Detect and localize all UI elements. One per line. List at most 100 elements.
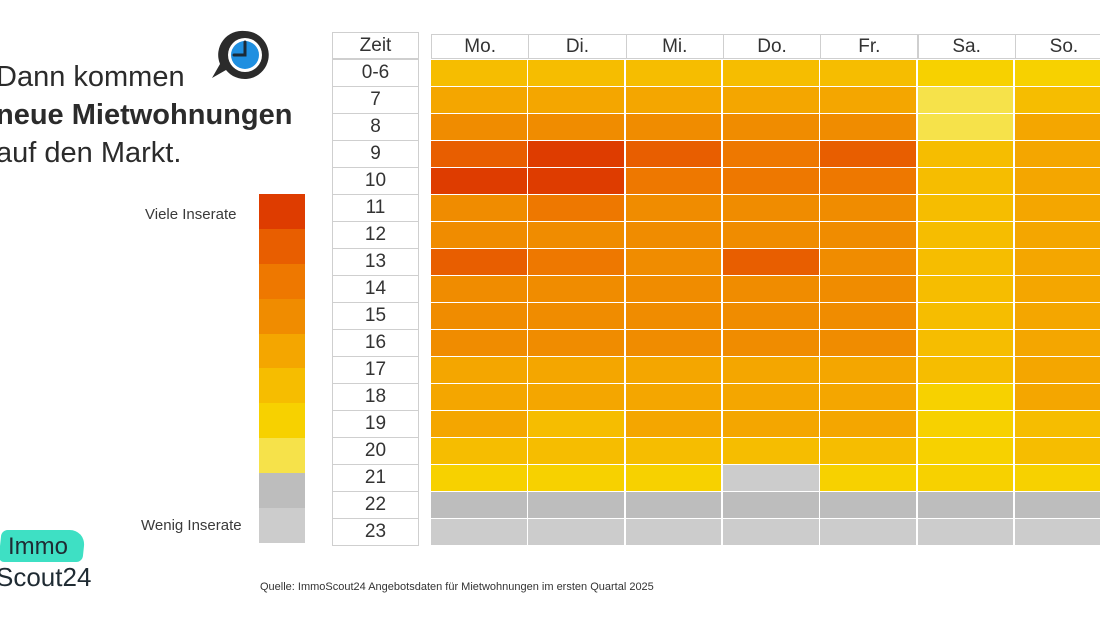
row-label: 20 (332, 437, 419, 465)
row-label: 19 (332, 410, 419, 438)
heatmap-cell (431, 465, 527, 491)
heatmap-cell (625, 519, 722, 545)
heatmap-cell (917, 114, 1014, 140)
heatmap-cell (528, 222, 625, 248)
headline-line-2: neue Mietwohnungen (0, 99, 293, 131)
heatmap-cell (625, 249, 722, 275)
heatmap-cell (431, 330, 527, 356)
row-label: 12 (332, 221, 419, 249)
heatmap-cell (722, 465, 819, 491)
heatmap-cell (528, 168, 625, 194)
heatmap-cell (1014, 141, 1100, 167)
heatmap-cell (528, 60, 625, 86)
heatmap-cell (625, 330, 722, 356)
row-label: 11 (332, 194, 419, 222)
heatmap-cell (820, 492, 916, 518)
row-header-label: Zeit (332, 32, 419, 59)
heatmap-cell (528, 141, 625, 167)
row-label: 22 (332, 491, 419, 519)
heatmap-cell (625, 438, 722, 464)
legend-swatch-level-3 (259, 438, 305, 474)
heatmap-cell (1014, 330, 1100, 356)
row-label: 8 (332, 113, 419, 141)
heatmap-cell (431, 141, 527, 167)
heatmap-cell (1014, 303, 1100, 329)
heatmap-cell (625, 465, 722, 491)
heatmap-cell (917, 411, 1014, 437)
heatmap-cell (722, 249, 819, 275)
legend-swatch-level-4 (259, 403, 305, 439)
row-label: 7 (332, 86, 419, 114)
heatmap-cell (917, 384, 1014, 410)
heatmap-cell (431, 303, 527, 329)
legend-swatch-level-10 (259, 194, 305, 229)
legend-top-label: Viele Inserate (145, 206, 237, 223)
heatmap-cell (917, 249, 1014, 275)
heatmap-cell (625, 276, 722, 302)
heatmap-cell (1014, 249, 1100, 275)
legend-swatch-level-7 (259, 298, 305, 334)
heatmap-cell (431, 357, 527, 383)
heatmap-cell (722, 411, 819, 437)
row-label: 23 (332, 518, 419, 546)
heatmap-cell (722, 519, 819, 545)
heatmap-cell (917, 222, 1014, 248)
row-label: 14 (332, 275, 419, 303)
heatmap-cell (625, 60, 722, 86)
heatmap-cell (820, 303, 916, 329)
legend-swatch-level-1 (259, 508, 305, 543)
heatmap-cell (625, 87, 722, 113)
heatmap-cell (722, 330, 819, 356)
heatmap-cell (1014, 438, 1100, 464)
column-header: Mo. (431, 34, 530, 59)
heatmap-cell (820, 87, 916, 113)
heatmap-cell (1014, 87, 1100, 113)
heatmap-cell (528, 465, 625, 491)
heatmap-cell (917, 87, 1014, 113)
column-header: Sa. (917, 34, 1016, 59)
heatmap-cell (820, 168, 916, 194)
heatmap-cell (722, 195, 819, 221)
heatmap-cell (528, 438, 625, 464)
heatmap-cell (820, 195, 916, 221)
heatmap-cell (431, 438, 527, 464)
heatmap-cell (431, 411, 527, 437)
column-header: Fr. (820, 34, 919, 59)
heatmap-cell (528, 114, 625, 140)
clock-speech-bubble-icon (212, 30, 269, 79)
row-label: 16 (332, 329, 419, 357)
heatmap-cell (528, 303, 625, 329)
heatmap-cell (917, 168, 1014, 194)
heatmap-cell (820, 249, 916, 275)
heatmap-cell (1014, 114, 1100, 140)
source-note: Quelle: ImmoScout24 Angebotsdaten für Mi… (260, 581, 654, 593)
heatmap-cell (1014, 60, 1100, 86)
heatmap-cell (625, 114, 722, 140)
heatmap-cell (625, 195, 722, 221)
heatmap-cell (722, 60, 819, 86)
heatmap-cell (625, 492, 722, 518)
row-label: 18 (332, 383, 419, 411)
heatmap-cell (431, 60, 527, 86)
heatmap-cell (625, 168, 722, 194)
heatmap-cell (625, 303, 722, 329)
heatmap-cell (431, 384, 527, 410)
heatmap-cell (722, 141, 819, 167)
legend-swatch-level-9 (259, 228, 305, 264)
heatmap-cell (431, 195, 527, 221)
heatmap-cell (1014, 384, 1100, 410)
heatmap-cell (820, 384, 916, 410)
heatmap-cell (1014, 357, 1100, 383)
heatmap-cell (528, 492, 625, 518)
heatmap-cell (431, 114, 527, 140)
heatmap-cell (820, 141, 916, 167)
heatmap-cell (722, 384, 819, 410)
heatmap-cell (528, 357, 625, 383)
heatmap-cell (1014, 195, 1100, 221)
legend-swatch-level-2 (259, 473, 305, 509)
heatmap-cell (820, 357, 916, 383)
heatmap-cell (820, 330, 916, 356)
heatmap-cell (820, 465, 916, 491)
heatmap-cell (917, 276, 1014, 302)
heatmap-cell (625, 141, 722, 167)
